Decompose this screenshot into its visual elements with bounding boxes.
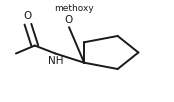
Text: NH: NH (48, 56, 63, 66)
Text: O: O (24, 11, 32, 21)
Text: methoxy: methoxy (54, 4, 94, 13)
Text: O: O (64, 15, 72, 25)
